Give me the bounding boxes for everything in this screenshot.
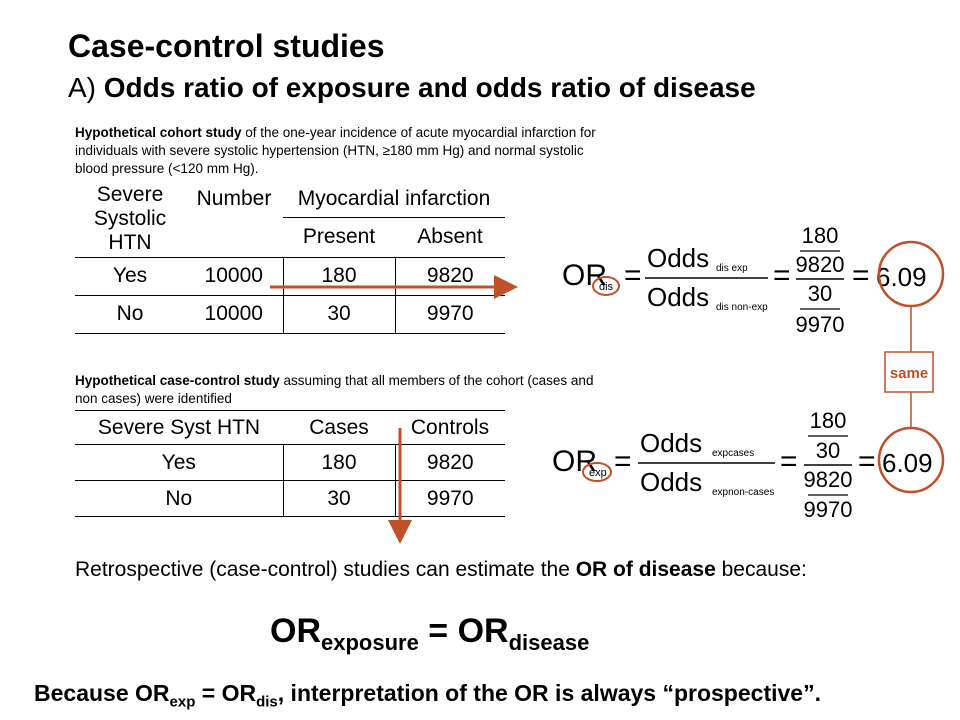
same-box: [884, 351, 934, 393]
or-dis-label: OR: [562, 259, 607, 292]
odds-num: Odds: [647, 243, 709, 273]
statement-bold: OR of disease: [575, 558, 716, 581]
frac-value: 180: [810, 408, 847, 433]
cohort-caption: Hypothetical cohort study of the one-yea…: [75, 124, 615, 178]
odds-den-sub: dis non-exp: [716, 302, 768, 313]
cc-cell-cases: 30: [282, 480, 395, 517]
or-equality: ORexposure = ORdisease: [270, 612, 589, 656]
frac-value: 30: [816, 438, 840, 463]
odds-num-sub: expcases: [712, 448, 754, 459]
footer-sub2: dis: [256, 693, 278, 711]
cohort-cell-label: No: [75, 295, 185, 334]
formula-or-exp: OR exp = Odds expcases Odds expnon-cases…: [552, 408, 945, 522]
subtitle-bold: Odds ratio of exposure and odds ratio of…: [103, 72, 756, 103]
equals-sign: =: [852, 259, 870, 292]
footer-sub1: exp: [169, 693, 196, 711]
equals-sign: =: [773, 259, 791, 292]
frac-value: 9820: [804, 467, 853, 492]
statement-part2: because:: [715, 558, 807, 581]
cohort-cell-absent: 9970: [394, 295, 505, 334]
cohort-cell-number: 10000: [185, 295, 283, 334]
cc-row-yes: Yes 180 9820: [75, 444, 505, 481]
subtitle-prefix: A): [68, 72, 104, 103]
same-label: same: [890, 365, 928, 382]
cc-cell-controls: 9820: [394, 444, 505, 481]
footer-part3: , interpretation of the OR is always “pr…: [277, 680, 821, 706]
cc-cell-label: No: [75, 480, 283, 517]
cc-cell-controls: 9970: [394, 480, 505, 517]
frac-value: 180: [802, 223, 839, 248]
frac-value: 9820: [796, 252, 845, 277]
equals-sign: =: [614, 445, 632, 478]
page-title: Case-control studies: [68, 28, 385, 64]
formula-or-dis: OR dis = Odds dis exp Odds dis non-exp =…: [562, 223, 945, 337]
cohort-header-mi: Myocardial infarction: [283, 181, 505, 218]
or-dis-result: 6.09: [876, 262, 927, 292]
cohort-cell-absent: 9820: [394, 256, 505, 296]
or-exposure-sub: exposure: [321, 629, 419, 655]
odds-num: Odds: [640, 428, 702, 458]
footer-conclusion: Because ORexp = ORdis, interpretation of…: [34, 680, 821, 711]
or-exp-sub: exp: [589, 467, 607, 479]
casecontrol-caption-bold: Hypothetical case-control study: [75, 373, 280, 388]
casecontrol-caption-text: assuming that all members of the cohort …: [75, 373, 594, 406]
cohort-cell-number: 10000: [185, 256, 283, 296]
equals-sign: =: [624, 259, 642, 292]
casecontrol-table: Severe Syst HTN Cases Controls Yes 180 9…: [75, 410, 505, 517]
or-exp-result: 6.09: [882, 448, 933, 478]
cc-cell-label: Yes: [75, 444, 283, 481]
statement-text: Retrospective (case-control) studies can…: [75, 556, 915, 584]
odds-den-sub: expnon-cases: [712, 487, 774, 498]
cohort-header-number: Number: [196, 187, 272, 210]
cc-header-cases: Cases: [283, 410, 395, 445]
cohort-header-htn-line1: Severe: [96, 182, 164, 206]
frac-value: 9970: [804, 497, 853, 522]
cc-header-htn: Severe Syst HTN: [75, 410, 283, 445]
or-exp-label: OR: [552, 445, 597, 478]
or-exp-sub-circle: [582, 462, 612, 482]
footer-part2: = OR: [195, 680, 257, 706]
cohort-header-htn-line3: HTN: [108, 230, 152, 254]
cohort-row-no: No 10000 30 9970: [75, 295, 505, 334]
odds-den: Odds: [647, 282, 709, 312]
cohort-caption-bold: Hypothetical cohort study: [75, 125, 242, 140]
or-dis-sub-circle: [592, 276, 620, 296]
cohort-cell-present: 180: [282, 256, 395, 296]
cohort-table: Severe Systolic HTN Number Myocardial in…: [75, 181, 505, 334]
frac-value: 30: [808, 281, 832, 306]
equals-sign: =: [780, 445, 798, 478]
cohort-header-absent: Absent: [417, 225, 483, 248]
cc-row-no: No 30 9970: [75, 480, 505, 517]
result-circle-bottom: [877, 426, 945, 494]
cohort-row-yes: Yes 10000 180 9820: [75, 256, 505, 296]
odds-den: Odds: [640, 467, 702, 497]
cohort-header-present: Present: [302, 225, 376, 248]
cohort-caption-text: of the one-year incidence of acute myoca…: [75, 125, 596, 176]
cohort-header-htn-line2: Systolic: [93, 206, 167, 230]
or-disease: OR: [457, 612, 509, 650]
cohort-cell-label: Yes: [75, 256, 185, 296]
frac-value: 9970: [796, 312, 845, 337]
footer-part1: Because OR: [34, 680, 170, 706]
cohort-cell-present: 30: [282, 295, 395, 334]
or-exposure: OR: [270, 612, 321, 650]
page-subtitle: A) Odds ratio of exposure and odds ratio…: [68, 72, 756, 104]
odds-num-sub: dis exp: [716, 263, 748, 274]
cc-header-controls: Controls: [395, 410, 505, 445]
or-equals: =: [418, 612, 458, 650]
statement-part1: Retrospective (case-control) studies can…: [75, 558, 576, 581]
cc-cell-cases: 180: [282, 444, 395, 481]
or-disease-sub: disease: [508, 629, 590, 655]
cohort-header-htn: Severe Systolic HTN: [75, 181, 185, 257]
equals-sign: =: [858, 445, 876, 478]
casecontrol-caption: Hypothetical case-control study assuming…: [75, 372, 615, 408]
or-dis-sub: dis: [599, 281, 614, 293]
